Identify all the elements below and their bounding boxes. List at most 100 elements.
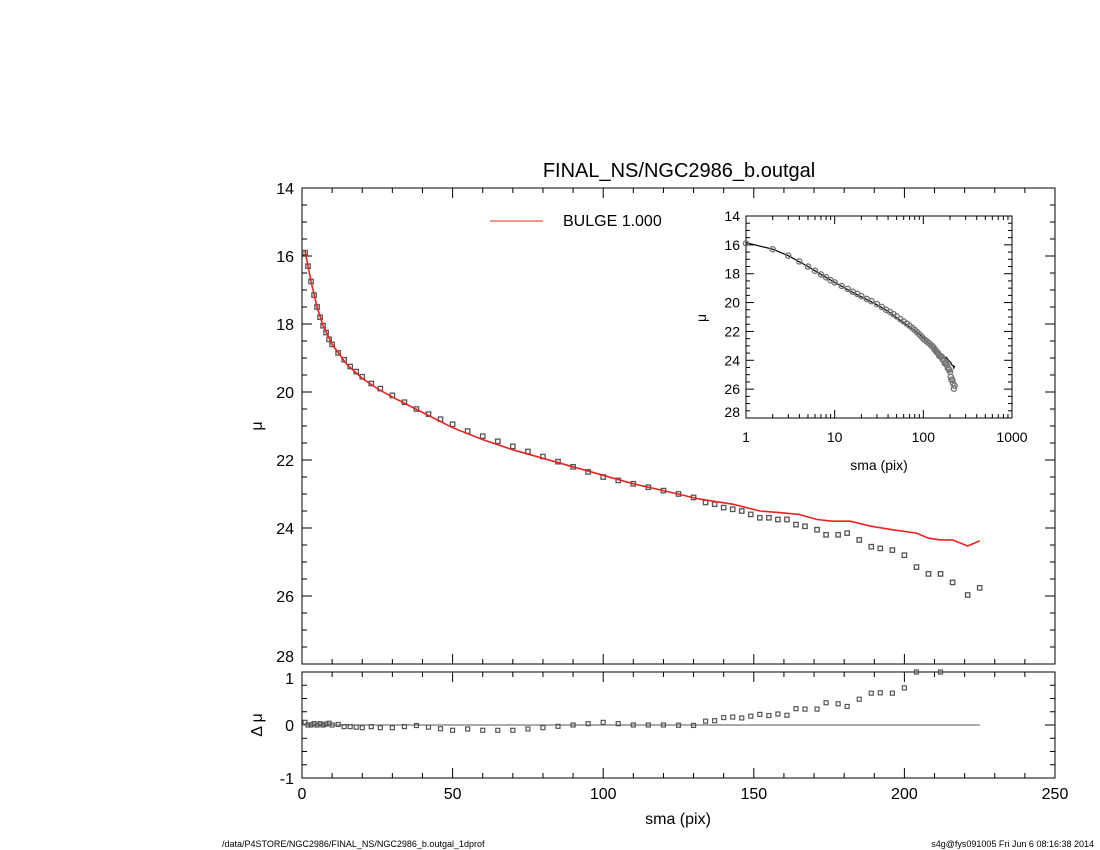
x-tick-label: 200 [891, 786, 918, 803]
residual-point [437, 726, 444, 732]
legend: BULGE 1.000 [490, 213, 662, 230]
inset-data-point [858, 292, 865, 300]
residual-point [793, 706, 799, 712]
residual-tick-label: -1 [280, 771, 294, 788]
residual-point [305, 722, 311, 728]
data-point [766, 514, 772, 521]
y-tick-label: 24 [276, 521, 294, 538]
data-point [756, 514, 763, 521]
data-point [964, 592, 971, 598]
residual-point [721, 714, 727, 721]
data-point [901, 552, 908, 559]
residual-point [675, 722, 682, 728]
data-point [509, 443, 516, 450]
residual-point [600, 719, 606, 725]
inset-y-tick-label: 26 [724, 381, 740, 397]
residual-point [314, 722, 320, 728]
residual-point [353, 724, 359, 730]
residual-point [335, 721, 341, 728]
residual-point [323, 721, 329, 727]
data-point [335, 350, 341, 356]
inset-y-tick-label: 20 [724, 295, 740, 311]
inset-data-point [804, 263, 812, 270]
x-tick-label: 150 [740, 786, 767, 803]
x-tick-label: 250 [1042, 786, 1069, 803]
x-tick-label: 0 [298, 786, 307, 803]
residual-point [748, 713, 754, 719]
data-point [868, 543, 875, 550]
residual-point [359, 725, 365, 731]
inset-data-point [942, 359, 950, 366]
inset-y-tick-label: 18 [724, 266, 740, 282]
residual-point [868, 690, 874, 696]
inset-data-point [785, 252, 792, 259]
footer-path: /data/P4STORE/NGC2986/FINAL_NS/NGC2986_b… [222, 839, 485, 849]
legend-label-bulge: BULGE 1.000 [563, 213, 662, 230]
residual-point [570, 722, 576, 728]
residual-point [690, 722, 697, 729]
residual-point [585, 721, 591, 727]
inset-x-axis-label: sma (pix) [850, 457, 908, 473]
residual-point [856, 696, 862, 702]
residual-point [823, 700, 829, 706]
y-axis-label: μ [249, 421, 266, 430]
y-tick-label: 16 [276, 249, 294, 266]
inset-y-tick-label: 16 [724, 237, 740, 253]
residual-point [389, 725, 395, 731]
inset-y-tick-label: 14 [724, 208, 740, 224]
residual-point [320, 722, 326, 728]
residual-point [329, 722, 335, 728]
inset-data-point [873, 300, 881, 308]
residual-point [937, 669, 944, 675]
residual-point [784, 712, 790, 718]
x-tick-label: 100 [590, 786, 617, 803]
data-point [949, 579, 956, 586]
residual-point [401, 723, 408, 730]
inset-data-point [811, 267, 819, 275]
residual-tick-label: 0 [285, 718, 294, 735]
residual-point [757, 711, 763, 718]
residual-point [317, 721, 323, 727]
data-point [729, 506, 736, 513]
data-point [913, 564, 920, 570]
inset-data-point [948, 376, 956, 384]
residual-point [311, 721, 317, 727]
residual-point [480, 727, 486, 733]
inset-data-point [838, 282, 845, 290]
data-point [494, 438, 501, 445]
residual-point [645, 722, 651, 728]
model-line-bulge [304, 250, 981, 547]
residual-point [901, 685, 908, 691]
x-axis-label: sma (pix) [645, 811, 711, 828]
inset-panel: 14 16 18 20 22 24 26 281 10 100 1000 [724, 208, 1027, 445]
residual-point [814, 706, 820, 712]
residual-point [425, 724, 432, 730]
inset-x-tick-label: 1000 [996, 429, 1027, 445]
data-point [877, 545, 884, 552]
residual-point [495, 727, 501, 733]
chart-title: FINAL_NS/NGC2986_b.outgal [543, 160, 815, 182]
residual-point [712, 718, 718, 724]
residual-point [377, 725, 383, 731]
inset-data-point [831, 279, 838, 286]
data-point [711, 501, 718, 508]
inset-data-point [868, 297, 875, 305]
data-point [925, 571, 932, 577]
residual-point [540, 725, 546, 731]
residual-point [730, 714, 736, 720]
residual-point [877, 690, 883, 696]
inset-data-point [950, 385, 958, 393]
residual-point [615, 721, 621, 727]
residual-point [775, 711, 781, 717]
data-point [784, 516, 790, 523]
residual-point [739, 715, 745, 721]
inset-plot-frame [745, 215, 1013, 419]
residual-point [413, 722, 420, 729]
data-point [814, 526, 820, 533]
data-point [976, 584, 983, 591]
residual-point [889, 690, 895, 696]
residual-point [802, 706, 808, 712]
data-point [937, 571, 944, 577]
residual-point [465, 726, 471, 732]
y-tick-label: 22 [276, 453, 294, 470]
